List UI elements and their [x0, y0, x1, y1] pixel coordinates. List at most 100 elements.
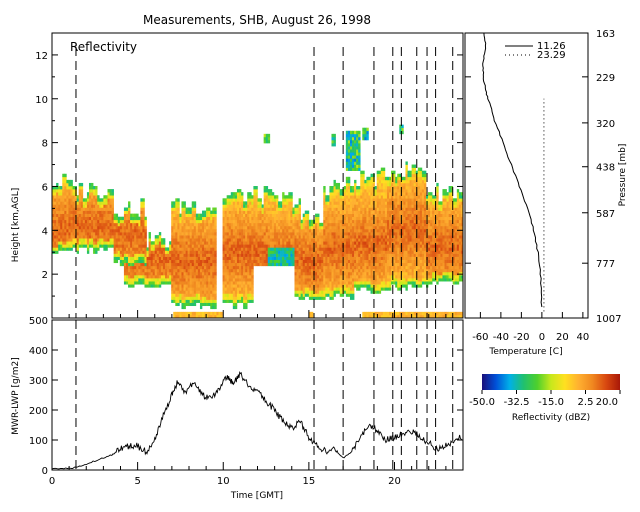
- reflectivity-cell: [376, 219, 380, 224]
- reflectivity-cell: [222, 259, 225, 264]
- reflectivity-cell: [179, 250, 182, 254]
- reflectivity-cell: [278, 235, 281, 239]
- reflectivity-cell: [356, 238, 359, 242]
- reflectivity-cell: [282, 210, 285, 214]
- reflectivity-cell: [360, 216, 363, 221]
- reflectivity-cell: [374, 204, 377, 208]
- reflectivity-cell: [97, 241, 100, 245]
- reflectivity-cell: [294, 268, 297, 273]
- reflectivity-cell: [376, 189, 380, 193]
- reflectivity-cell: [60, 241, 63, 245]
- reflectivity-cell: [247, 268, 250, 273]
- reflectivity-cell: [374, 262, 377, 267]
- reflectivity-cell: [158, 253, 162, 257]
- reflectivity-cell: [60, 186, 63, 190]
- reflectivity-cell: [333, 225, 336, 230]
- reflectivity-cell: [405, 204, 408, 208]
- reflectivity-cell: [123, 238, 127, 242]
- reflectivity-cell: [54, 207, 57, 211]
- reflectivity-cell: [265, 216, 269, 221]
- reflectivity-cell: [298, 238, 301, 242]
- reflectivity-cell: [239, 235, 242, 239]
- reflectivity-cell: [253, 238, 256, 242]
- reflectivity-cell: [329, 253, 332, 257]
- reflectivity-cell: [302, 213, 306, 218]
- reflectivity-cell: [228, 216, 232, 221]
- reflectivity-cell: [339, 281, 343, 285]
- reflectivity-cell: [101, 201, 104, 205]
- reflectivity-cell: [263, 186, 267, 190]
- reflectivity-cell: [374, 290, 377, 294]
- reflectivity-cell: [111, 222, 114, 227]
- reflectivity-cell: [228, 259, 232, 264]
- reflectivity-cell: [224, 241, 227, 245]
- reflectivity-cell: [368, 241, 371, 245]
- reflectivity-cell: [105, 210, 108, 214]
- reflectivity-cell: [243, 305, 246, 310]
- reflectivity-cell: [82, 232, 86, 236]
- reflectivity-cell: [273, 262, 277, 267]
- reflectivity-cell: [187, 284, 190, 288]
- reflectivity-cell: [345, 136, 349, 141]
- reflectivity-cell: [199, 256, 203, 260]
- reflectivity-cell: [91, 232, 94, 236]
- reflectivity-cell: [358, 278, 361, 282]
- reflectivity-cell: [356, 201, 359, 205]
- reflectivity-cell: [267, 201, 271, 205]
- reflectivity-cell: [52, 192, 55, 196]
- reflectivity-cell: [56, 195, 59, 199]
- reflectivity-cell: [294, 241, 297, 245]
- reflectivity-cell: [382, 271, 386, 276]
- reflectivity-cell: [224, 256, 227, 260]
- reflectivity-cell: [82, 225, 86, 230]
- reflectivity-cell: [236, 296, 240, 300]
- reflectivity-cell: [208, 250, 211, 254]
- reflectivity-cell: [193, 275, 197, 279]
- reflectivity-cell: [273, 232, 277, 236]
- reflectivity-cell: [183, 222, 186, 227]
- reflectivity-cell: [228, 207, 232, 211]
- reflectivity-cell: [86, 244, 90, 248]
- reflectivity-cell: [271, 228, 275, 233]
- reflectivity-cell: [130, 253, 133, 257]
- reflectivity-cell: [232, 195, 236, 199]
- reflectivity-cell: [140, 275, 143, 279]
- reflectivity-cell: [327, 250, 330, 254]
- reflectivity-cell: [337, 253, 340, 257]
- reflectivity-cell: [368, 201, 371, 205]
- reflectivity-cell: [195, 262, 199, 267]
- reflectivity-cell: [393, 228, 396, 233]
- reflectivity-cell: [197, 222, 201, 227]
- reflectivity-cell: [280, 210, 283, 214]
- reflectivity-cell: [376, 275, 380, 279]
- reflectivity-cell: [84, 207, 88, 211]
- reflectivity-cell: [212, 311, 215, 316]
- reflectivity-cell: [275, 216, 279, 221]
- reflectivity-cell: [384, 179, 388, 184]
- reflectivity-cell: [241, 207, 244, 211]
- reflectivity-cell: [339, 259, 343, 264]
- reflectivity-cell: [160, 244, 164, 248]
- reflectivity-cell: [76, 225, 80, 230]
- reflectivity-cell: [179, 284, 182, 288]
- reflectivity-cell: [352, 149, 355, 153]
- reflectivity-cell: [333, 213, 336, 218]
- reflectivity-cell: [339, 222, 343, 227]
- reflectivity-cell: [214, 314, 217, 318]
- reflectivity-cell: [339, 275, 343, 279]
- reflectivity-cell: [113, 247, 117, 251]
- reflectivity-cell: [401, 192, 404, 196]
- reflectivity-cell: [64, 238, 67, 242]
- reflectivity-cell: [257, 228, 260, 233]
- reflectivity-cell: [349, 290, 353, 294]
- reflectivity-cell: [384, 284, 388, 288]
- reflectivity-cell: [382, 284, 386, 288]
- reflectivity-cell: [401, 198, 404, 202]
- reflectivity-cell: [391, 265, 394, 270]
- reflectivity-cell: [142, 278, 145, 282]
- reflectivity-cell: [189, 281, 193, 285]
- reflectivity-cell: [384, 186, 388, 190]
- reflectivity-cell: [323, 189, 326, 193]
- reflectivity-cell: [339, 284, 343, 288]
- reflectivity-cell: [80, 238, 84, 242]
